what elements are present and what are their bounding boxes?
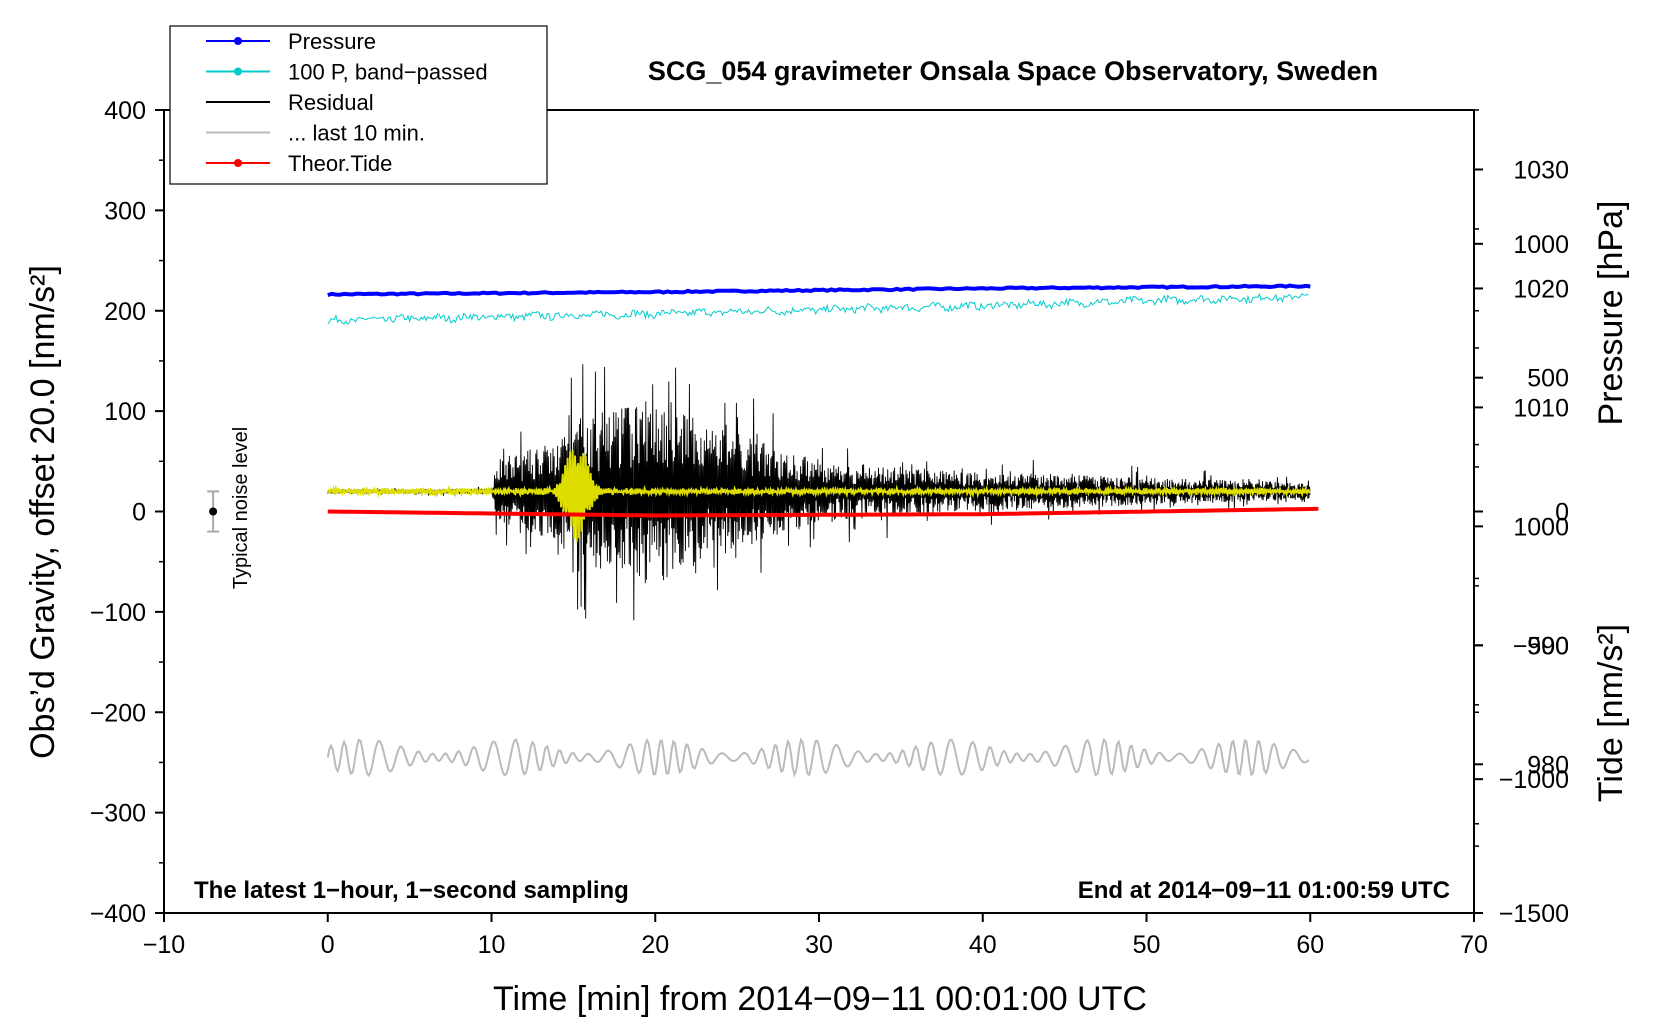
legend-label: Pressure	[288, 29, 376, 54]
x-tick-label: 60	[1296, 931, 1324, 959]
y-tick-label: −200	[90, 699, 146, 727]
filtered-residual-overlay	[326, 449, 1311, 543]
legend-label: 100 P, band−passed	[288, 60, 488, 85]
noise-level-label: Typical noise level	[230, 427, 252, 589]
y-tick-label: −300	[90, 800, 146, 828]
x-tick-label: 70	[1460, 931, 1488, 959]
y-tick-label: −400	[90, 900, 146, 928]
pressure-series	[327, 283, 1311, 298]
tide-tick-label: 1000	[1513, 231, 1569, 259]
y-tick-label: 100	[104, 398, 146, 426]
tide-axis-title: Tide [nm/s²]	[1592, 624, 1630, 802]
pressure-tick-label: 1000	[1513, 513, 1569, 541]
legend: Pressure 100 P, band−passed Residual ... la…	[169, 25, 548, 185]
x-tick-label: 10	[478, 931, 506, 959]
x-tick-label: −10	[143, 931, 185, 959]
legend-marker	[234, 159, 242, 167]
tide-tick-label: −1500	[1499, 900, 1569, 928]
tide-tick-label: −500	[1513, 632, 1569, 660]
chart-title: SCG_054 gravimeter Onsala Space Observat…	[648, 56, 1378, 86]
tide-tick-label: 0	[1555, 499, 1569, 527]
x-axis-title: Time [min] from 2014−09−11 00:01:00 UTC	[493, 980, 1147, 1018]
noise-point	[209, 507, 218, 516]
pressure-tick-label: 1020	[1513, 275, 1569, 303]
noise-indicator	[207, 490, 220, 533]
end-time-annotation: End at 2014−09−11 01:00:59 UTC	[1078, 877, 1450, 904]
series-layer	[326, 283, 1319, 778]
legend-marker	[234, 67, 242, 76]
legend-label: Theor.Tide	[288, 151, 392, 176]
x-tick-label: 20	[641, 931, 669, 959]
x-tick-label: 0	[321, 931, 335, 959]
y-tick-label: 200	[104, 298, 146, 326]
legend-marker	[234, 37, 242, 45]
pressure-axis-title: Pressure [hPa]	[1592, 201, 1630, 426]
pressure-tick-label: 980	[1527, 751, 1569, 779]
legend-label: Residual	[288, 90, 374, 115]
tick-layer: −10 0 10 20 30 40 50 60 704003002001000−100−200−…	[90, 97, 1569, 959]
legend-box	[169, 25, 548, 185]
y-tick-label: −100	[90, 599, 146, 627]
band-passed-pressure-series	[327, 292, 1309, 325]
tide-tick-label: 500	[1527, 365, 1569, 393]
pressure-tick-label: 1010	[1513, 394, 1569, 422]
theoretical-tide-series	[327, 506, 1319, 518]
x-tick-label: 30	[805, 931, 833, 959]
x-tick-label: 50	[1133, 931, 1161, 959]
y-tick-label: 0	[132, 499, 146, 527]
pressure-tick-label: 990	[1527, 632, 1569, 660]
sampling-annotation: The latest 1−hour, 1−second sampling	[194, 877, 629, 904]
y-axis-title: Obs’d Gravity, offset 20.0 [nm/s²]	[24, 265, 62, 759]
y-tick-label: 400	[104, 97, 146, 125]
y-tick-label: 300	[104, 197, 146, 225]
x-tick-label: 40	[969, 931, 997, 959]
legend-label: ... last 10 min.	[288, 121, 425, 146]
last-10-min-series	[326, 737, 1310, 778]
tide-tick-label: −1000	[1499, 766, 1569, 794]
pressure-tick-label: 1030	[1513, 156, 1569, 184]
